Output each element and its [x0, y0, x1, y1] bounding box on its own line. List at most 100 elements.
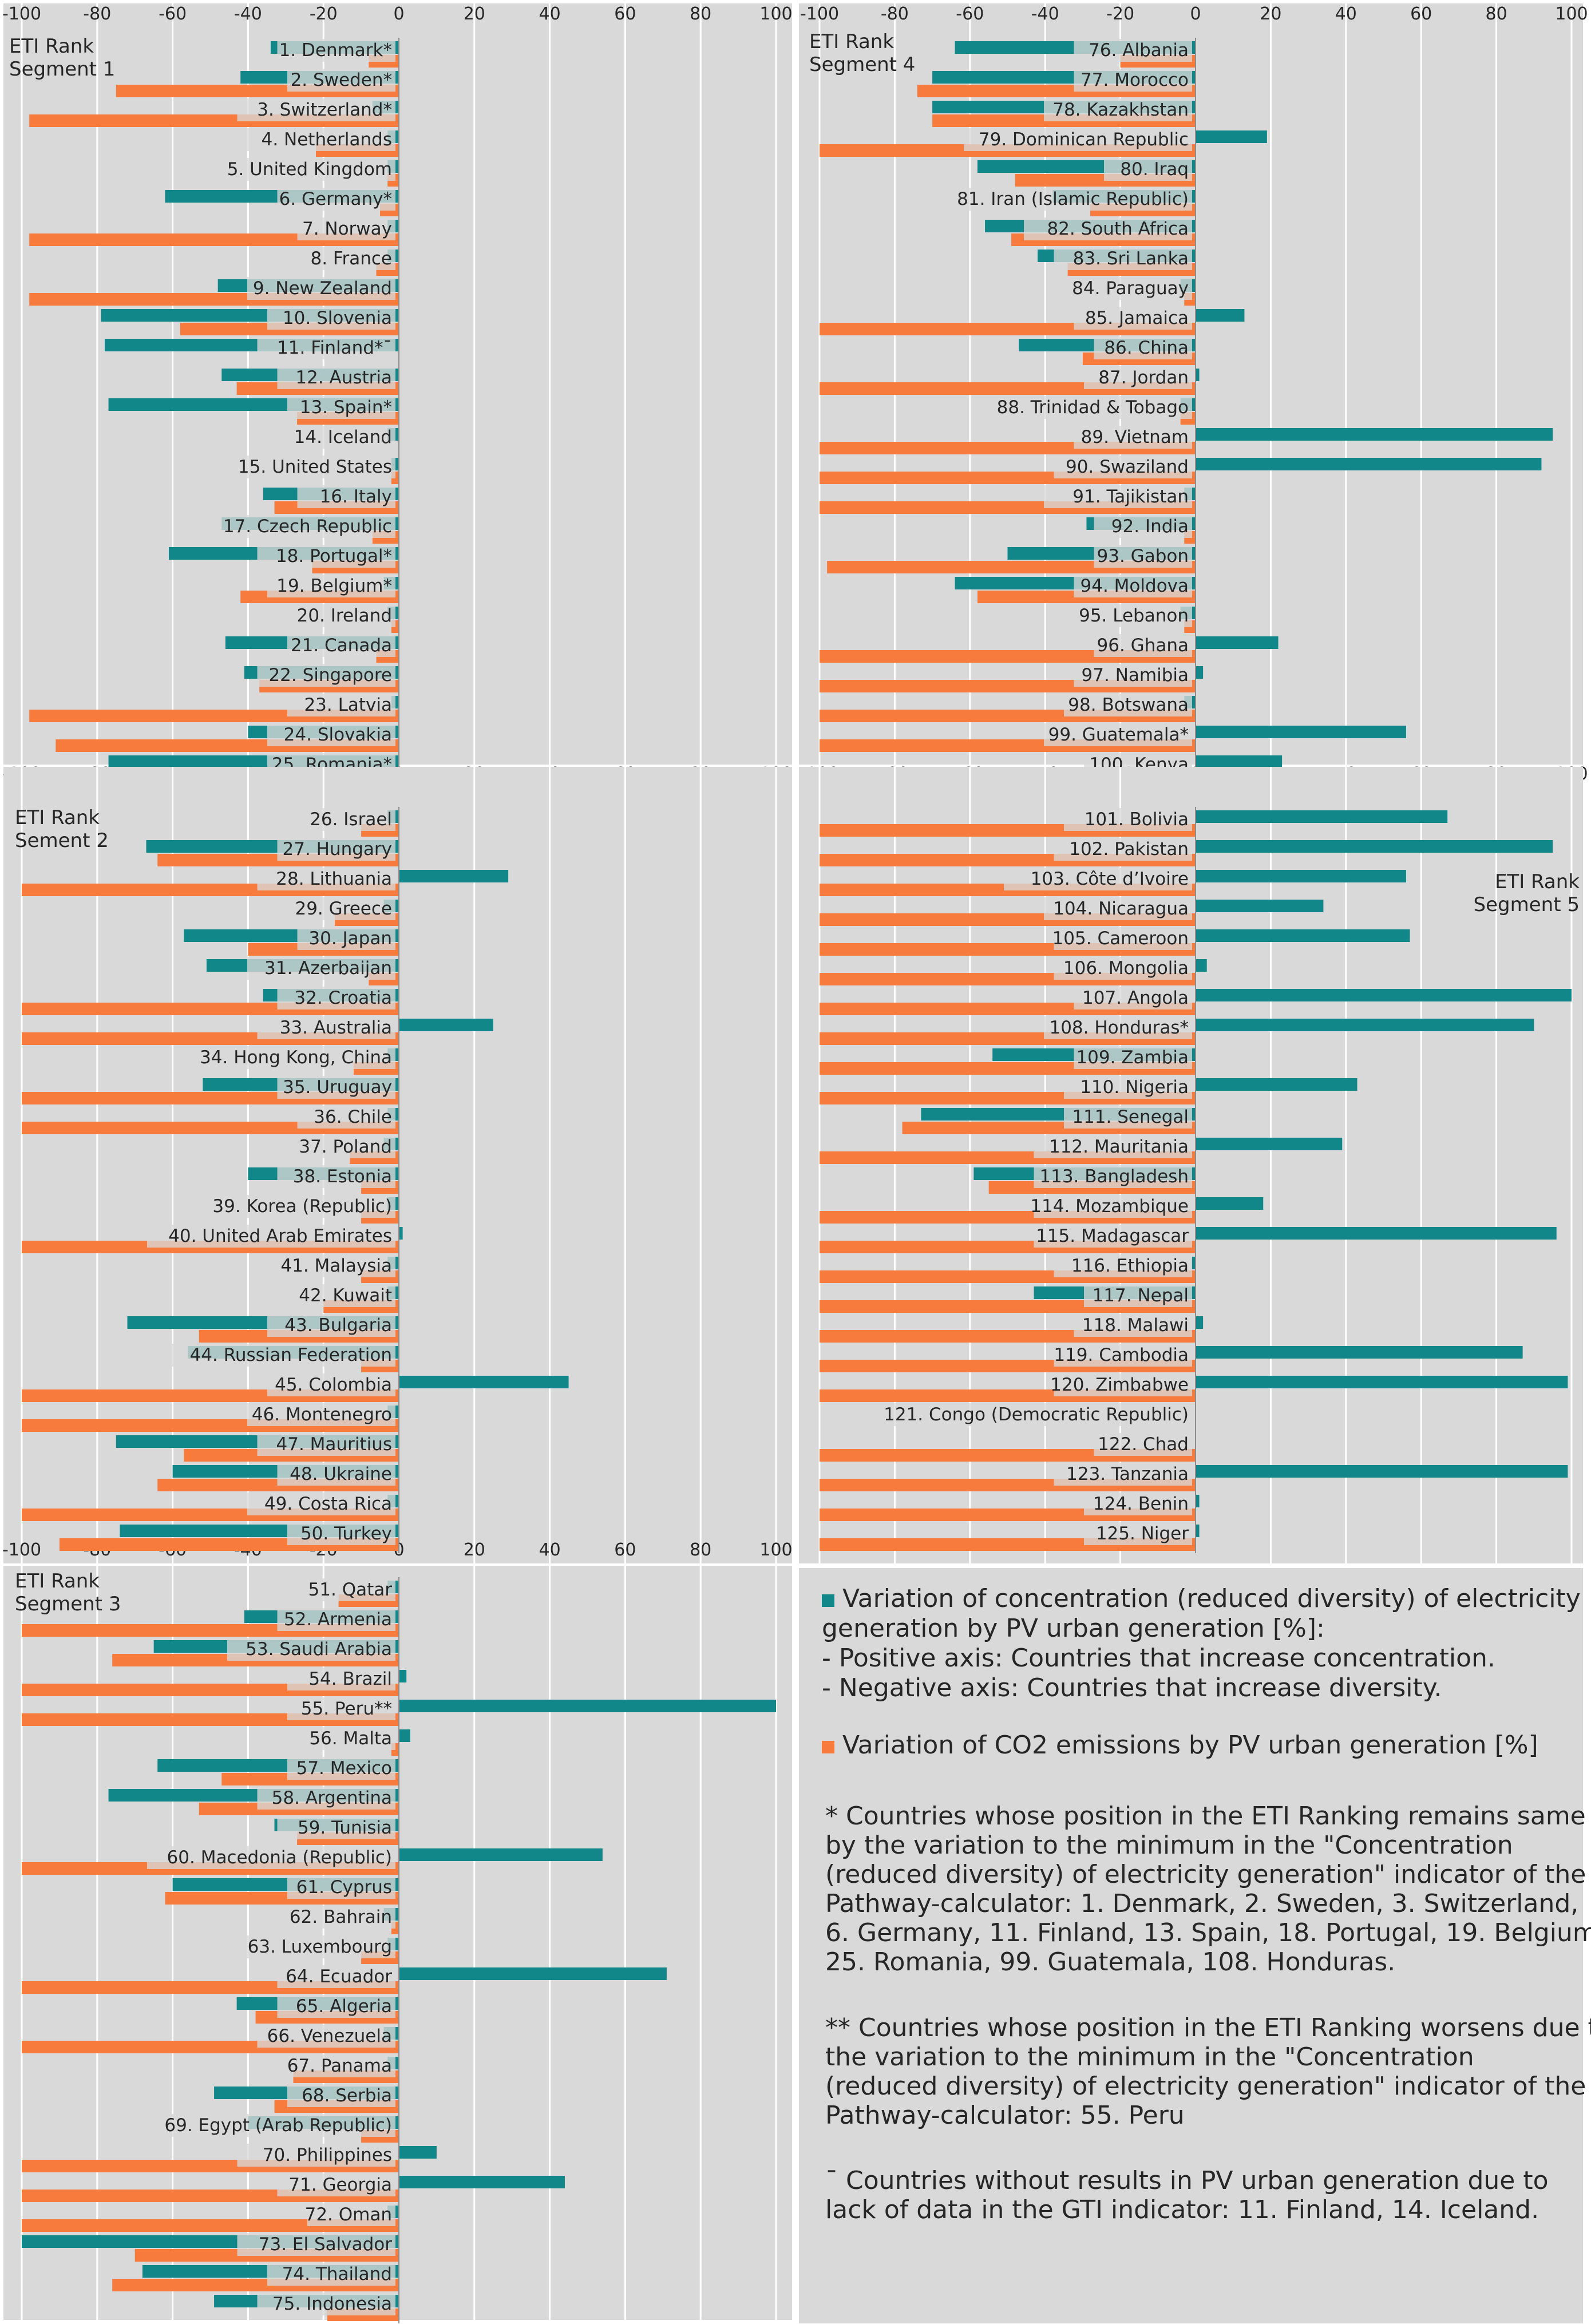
- x-tick-label: 40: [539, 4, 561, 24]
- x-tick-label: 100: [1555, 4, 1588, 24]
- legend-concentration-line-3: - Positive axis: Countries that increase…: [822, 1644, 1495, 1673]
- category-label-bg: [267, 307, 395, 330]
- note-single-star: * Countries whose position in the ETI Ra…: [825, 1802, 1591, 1977]
- note-single-star-line-3: (reduced diversity) of electricity gener…: [825, 1860, 1586, 1889]
- category-label-101-bolivia: 101. Bolivia: [1085, 809, 1189, 830]
- category-label-bg: [1064, 1106, 1192, 1129]
- category-label-83-sri-lanka: 83. Sri Lanka: [1073, 248, 1189, 269]
- bar-concentration: [1196, 1465, 1568, 1478]
- chart-title-line: Segment 4: [809, 53, 915, 76]
- category-label-19-belgium: 19. Belgium*: [276, 576, 392, 596]
- bar-concentration: [1196, 755, 1283, 768]
- category-label-4-netherlands: 4. Netherlands: [262, 129, 392, 150]
- category-label-29-greece: 29. Greece: [295, 898, 392, 919]
- x-tick-label: 0: [393, 4, 404, 24]
- x-tick-label: -60: [956, 4, 984, 24]
- bar-concentration: [1196, 428, 1553, 441]
- category-label-10-slovenia: 10. Slovenia: [283, 308, 392, 328]
- category-label-51-qatar: 51. Qatar: [308, 1579, 393, 1600]
- bar-concentration: [1196, 726, 1406, 738]
- category-label-35-uruguay: 35. Uruguay: [283, 1077, 392, 1098]
- category-label-bg: [247, 957, 395, 980]
- x-tick-label: 0: [1190, 4, 1201, 24]
- bar-concentration: [1196, 840, 1553, 853]
- category-label-67-panama: 67. Panama: [287, 2056, 392, 2076]
- category-label-bg: [1094, 1433, 1192, 1456]
- bar-concentration: [1196, 309, 1245, 322]
- category-label-94-moldova: 94. Moldova: [1081, 576, 1189, 596]
- category-label-bg: [247, 277, 395, 300]
- category-label-123-tanzania: 123. Tanzania: [1066, 1464, 1189, 1484]
- category-label-bg: [1074, 1046, 1192, 1069]
- category-label-85-jamaica: 85. Jamaica: [1085, 308, 1189, 328]
- category-label-bg: [1084, 1492, 1192, 1515]
- category-label-bg: [1084, 1284, 1192, 1307]
- category-label-20-ireland: 20. Ireland: [297, 605, 392, 626]
- x-tick-label: 80: [690, 4, 711, 24]
- category-label-93-gabon: 93. Gabon: [1097, 546, 1189, 567]
- category-label-47-mauritius: 47. Mauritius: [276, 1434, 392, 1455]
- category-label-110-nigeria: 110. Nigeria: [1080, 1077, 1189, 1098]
- category-label-bg: [287, 1876, 395, 1899]
- category-label-bg: [227, 1638, 395, 1661]
- category-label-38-estonia: 38. Estonia: [293, 1166, 392, 1187]
- category-label-bg: [1044, 897, 1192, 920]
- category-label-bg: [1094, 336, 1192, 359]
- x-tick-label: -100: [800, 4, 839, 24]
- category-label-56-malta: 56. Malta: [309, 1728, 392, 1749]
- category-label-bg: [147, 1225, 395, 1248]
- category-label-124-benin: 124. Benin: [1093, 1494, 1189, 1514]
- legend-co2-label: Variation of CO2 emissions by PV urban g…: [842, 1731, 1538, 1760]
- bar-concentration: [1196, 130, 1267, 143]
- category-label-bg: [217, 456, 395, 478]
- category-label-bg: [207, 515, 395, 538]
- bar-concentration: [399, 1376, 569, 1388]
- category-label-84-paraguay: 84. Paraguay: [1072, 278, 1189, 299]
- category-label-59-tunisia: 59. Tunisia: [298, 1818, 392, 1838]
- category-label-72-oman: 72. Oman: [305, 2204, 392, 2225]
- category-label-bg: [267, 1373, 395, 1396]
- note-single-star-line-6: 25. Romania, 99. Guatemala, 108. Hondura…: [825, 1947, 1396, 1977]
- category-label-bg: [1084, 1522, 1192, 1545]
- category-label-60-macedonia-republic: 60. Macedonia (Republic): [167, 1847, 392, 1868]
- chart-title-line: ETI Rank: [15, 806, 100, 829]
- category-label-61-cyprus: 61. Cyprus: [296, 1877, 392, 1898]
- category-label-bg: [267, 723, 395, 746]
- category-label-36-chile: 36. Chile: [314, 1107, 392, 1127]
- category-label-bg: [1044, 98, 1192, 121]
- note-single-star-line-1: * Countries whose position in the ETI Ra…: [825, 1802, 1586, 1831]
- x-tick-label: 60: [614, 4, 636, 24]
- category-label-bg: [1054, 456, 1192, 478]
- category-label-bg: [1074, 575, 1192, 597]
- legend-concentration-line-2: generation by PV urban generation [%]:: [822, 1614, 1325, 1643]
- category-label-bg: [1064, 277, 1192, 300]
- category-label-bg: [287, 1697, 395, 1720]
- chart-segment-1: -100-80-60-40-20020406080100-100-80-60-4…: [2, 3, 793, 784]
- category-label-102-pakistan: 102. Pakistan: [1069, 839, 1189, 860]
- category-label-122-chad: 122. Chad: [1098, 1434, 1189, 1455]
- bar-concentration: [1196, 1316, 1204, 1329]
- x-tick-label: 60: [1410, 4, 1432, 24]
- chart-title-line: ETI Rank: [15, 1570, 100, 1593]
- note-double-star: ** Countries whose position in the ETI R…: [825, 2013, 1591, 2130]
- chart-title-line: Sement 2: [15, 829, 109, 852]
- x-tick-label: -20: [310, 4, 338, 24]
- category-label-73-el-salvador: 73. El Salvador: [259, 2234, 392, 2255]
- bar-concentration: [1196, 810, 1448, 823]
- category-label-49-costa-rica: 49. Costa Rica: [264, 1494, 392, 1514]
- legend-concentration-swatch: [822, 1594, 834, 1607]
- x-tick-label: 20: [464, 1540, 485, 1560]
- category-label-71-georgia: 71. Georgia: [288, 2175, 392, 2195]
- category-label-57-mexico: 57. Mexico: [296, 1758, 392, 1779]
- category-label-bg: [1074, 39, 1192, 62]
- category-label-bg: [297, 217, 395, 240]
- category-label-bg: [1054, 927, 1192, 950]
- category-label-bg: [913, 188, 1192, 211]
- category-label-2-sweden: 2. Sweden*: [291, 70, 392, 90]
- category-label-99-guatemala: 99. Guatemala*: [1048, 724, 1189, 745]
- bar-concentration: [1196, 870, 1406, 882]
- category-label-112-mauritania: 112. Mauritania: [1049, 1137, 1189, 1157]
- category-label-107-angola: 107. Angola: [1082, 988, 1189, 1008]
